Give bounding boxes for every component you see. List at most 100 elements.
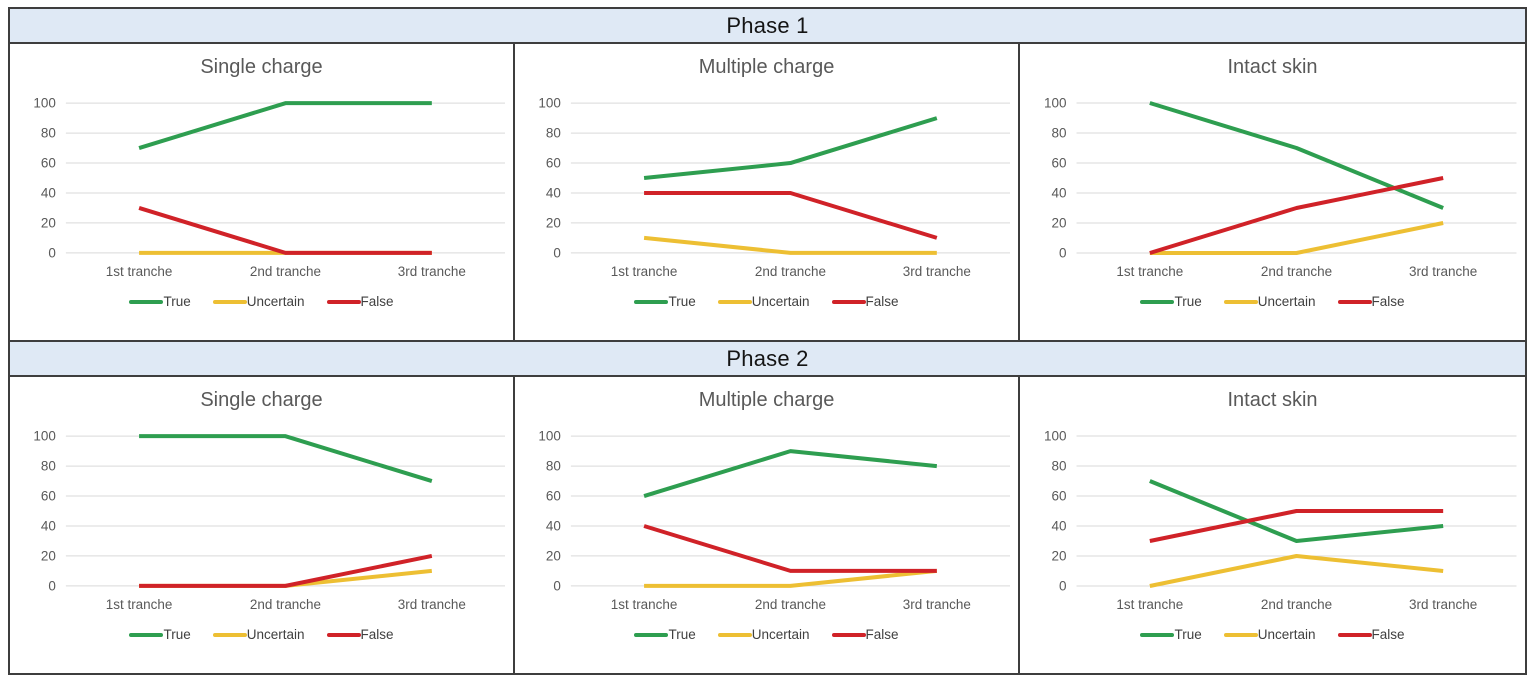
legend-label: True xyxy=(1174,627,1202,642)
x-axis-category-labels: 1st tranche 2nd tranche 3rd tranche xyxy=(611,264,971,279)
y-tick-label: 0 xyxy=(1059,579,1067,594)
legend-marker-false-icon xyxy=(831,632,866,637)
chart-legend: True Uncertain False xyxy=(10,294,513,309)
line-chart-phase2-intact-skin: 0 20 40 60 80 100 1st tranche 2nd tranche 3rd tr… xyxy=(1044,429,1517,612)
legend-item-false: False xyxy=(326,627,394,642)
x-category-label: 1st tranche xyxy=(106,264,173,279)
legend-item-true: True xyxy=(129,627,191,642)
series-line-uncertain xyxy=(644,568,938,588)
legend-item-false: False xyxy=(831,294,899,309)
y-axis-tick-labels: 0 20 40 60 80 100 xyxy=(1044,429,1067,594)
phase-2-header: Phase 2 xyxy=(10,342,1525,377)
chart-title: Multiple charge xyxy=(698,389,835,411)
legend-item-false: False xyxy=(1337,294,1405,309)
x-axis-category-labels: 1st tranche 2nd tranche 3rd tranche xyxy=(1116,264,1477,279)
legend-label: True xyxy=(163,294,191,309)
series-line-true xyxy=(643,449,938,498)
x-category-label: 1st tranche xyxy=(611,264,678,279)
chart-title: Single charge xyxy=(200,389,323,411)
y-tick-label: 80 xyxy=(546,459,561,474)
chart-legend: True Uncertain False xyxy=(515,294,1018,309)
legend-label: False xyxy=(865,294,899,309)
legend-marker-true-icon xyxy=(129,632,164,637)
y-tick-label: 40 xyxy=(41,518,56,533)
chart-title: Intact skin xyxy=(1227,56,1318,78)
y-tick-label: 20 xyxy=(1051,549,1066,564)
chart-legend: True Uncertain False xyxy=(515,627,1018,642)
legend-label: False xyxy=(865,627,899,642)
phase-1-title: Phase 1 xyxy=(726,12,809,38)
series-line-uncertain xyxy=(139,568,433,588)
line-chart-phase1-multiple-charge: 0 20 40 60 80 100 1st tranche 2nd tranche 3rd tr… xyxy=(538,96,1011,279)
x-axis-category-labels: 1st tranche 2nd tranche 3rd tranche xyxy=(106,597,466,612)
legend-label: Uncertain xyxy=(1257,627,1316,642)
legend-label: Uncertain xyxy=(246,294,305,309)
phase-1-charts-row: Single charge 0 20 40 60 80 100 1st tranche 2nd… xyxy=(10,44,1525,342)
legend-marker-uncertain-icon xyxy=(212,632,247,637)
y-tick-label: 20 xyxy=(546,215,561,230)
series-line-true xyxy=(1149,479,1444,543)
legend-marker-uncertain-icon xyxy=(1223,632,1258,637)
legend-marker-false-icon xyxy=(326,632,361,637)
x-category-label: 1st tranche xyxy=(1116,264,1183,279)
legend-item-true: True xyxy=(1140,627,1202,642)
y-tick-label: 80 xyxy=(41,126,56,141)
line-chart-phase1-single-charge: 0 20 40 60 80 100 1st tranche 2nd tranche 3rd tr… xyxy=(33,96,506,279)
chart-panel-phase2-multiple-charge: Multiple charge 0 20 40 60 80 100 1st tranche 2… xyxy=(515,377,1020,673)
legend-label: False xyxy=(1371,627,1405,642)
chart-panel-phase2-intact-skin: Intact skin 0 20 40 60 80 100 1st tranche 2nd t… xyxy=(1020,377,1525,673)
y-tick-label: 40 xyxy=(41,185,56,200)
chart-legend: True Uncertain False xyxy=(10,627,513,642)
y-tick-label: 100 xyxy=(538,429,560,444)
y-tick-label: 100 xyxy=(33,429,55,444)
y-tick-label: 100 xyxy=(538,96,560,111)
chart-panel-phase2-single-charge: Single charge 0 20 40 60 80 100 1st tranche 2nd… xyxy=(10,377,515,673)
legend-marker-false-icon xyxy=(326,299,361,304)
legend-item-uncertain: Uncertain xyxy=(1223,294,1316,309)
x-category-label: 2nd tranche xyxy=(755,264,826,279)
gridlines xyxy=(570,435,1011,587)
phase-1-header: Phase 1 xyxy=(10,9,1525,44)
y-tick-label: 40 xyxy=(546,518,561,533)
x-category-label: 3rd tranche xyxy=(398,597,466,612)
y-tick-label: 60 xyxy=(1051,489,1066,504)
series-line-true xyxy=(1149,101,1444,210)
series-line-false xyxy=(139,553,433,588)
y-axis-tick-labels: 0 20 40 60 80 100 xyxy=(538,429,560,594)
legend-label: Uncertain xyxy=(751,627,810,642)
y-tick-label: 60 xyxy=(546,156,561,171)
legend-item-uncertain: Uncertain xyxy=(212,627,305,642)
legend-label: True xyxy=(163,627,191,642)
y-tick-label: 100 xyxy=(33,96,55,111)
legend-marker-false-icon xyxy=(831,299,866,304)
y-axis-tick-labels: 0 20 40 60 80 100 xyxy=(33,429,55,594)
series-line-false xyxy=(644,190,938,240)
legend-item-true: True xyxy=(634,627,696,642)
x-category-label: 2nd tranche xyxy=(250,264,321,279)
y-tick-label: 40 xyxy=(1051,186,1066,201)
x-axis-category-labels: 1st tranche 2nd tranche 3rd tranche xyxy=(611,597,971,612)
legend-marker-true-icon xyxy=(129,299,164,304)
series-line-true xyxy=(643,116,938,181)
x-axis-category-labels: 1st tranche 2nd tranche 3rd tranche xyxy=(106,264,466,279)
x-axis-category-labels: 1st tranche 2nd tranche 3rd tranche xyxy=(1116,597,1477,612)
y-tick-label: 60 xyxy=(546,489,561,504)
series-line-uncertain xyxy=(1149,554,1444,588)
legend-marker-true-icon xyxy=(1140,299,1175,304)
chart-panel-phase1-multiple-charge: Multiple charge 0 20 40 60 80 100 1st tranche 2… xyxy=(515,44,1020,340)
y-tick-label: 20 xyxy=(41,548,56,563)
legend-label: False xyxy=(360,627,394,642)
gridlines xyxy=(570,102,1011,254)
gridlines xyxy=(65,435,506,587)
legend-marker-true-icon xyxy=(634,632,669,637)
legend-marker-false-icon xyxy=(1337,299,1372,304)
legend-item-uncertain: Uncertain xyxy=(717,627,810,642)
legend-label: Uncertain xyxy=(246,627,305,642)
legend-label: True xyxy=(668,294,696,309)
legend-marker-true-icon xyxy=(634,299,669,304)
y-axis-tick-labels: 0 20 40 60 80 100 xyxy=(538,96,560,261)
legend-item-true: True xyxy=(129,294,191,309)
phase-2-charts-row: Single charge 0 20 40 60 80 100 1st tranche 2nd… xyxy=(10,377,1525,673)
gridlines xyxy=(65,102,506,254)
x-category-label: 1st tranche xyxy=(1116,597,1183,612)
